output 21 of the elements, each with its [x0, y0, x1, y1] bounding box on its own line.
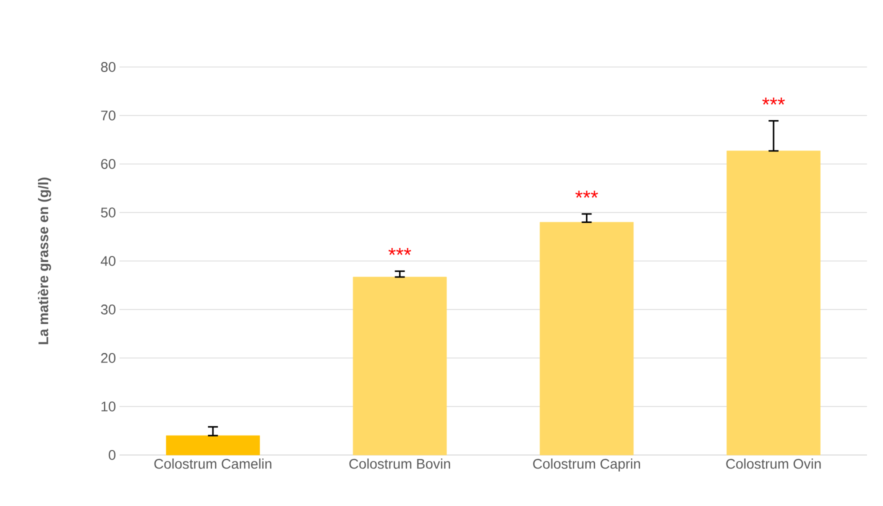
bar — [726, 150, 820, 456]
y-tick-label: 60 — [101, 159, 116, 169]
x-tick-label: Colostrum Ovin — [726, 458, 821, 469]
x-tick-label: Colostrum Bovin — [349, 458, 450, 469]
bar — [166, 435, 260, 456]
y-tick-label: 50 — [101, 208, 116, 218]
y-tick-label: 70 — [101, 110, 116, 120]
bar — [352, 276, 447, 456]
y-axis-title: La matière grasse en (g/l) — [38, 178, 52, 344]
y-tick-label: 40 — [100, 256, 116, 266]
y-tick-label: 20 — [101, 353, 116, 363]
annotation: *** — [762, 98, 785, 105]
annotation: *** — [388, 248, 412, 255]
y-tick-label: 0 — [108, 450, 116, 460]
x-tick-label: Colostrum Camelin — [154, 458, 272, 469]
x-tick-label: Colostrum Caprin — [533, 458, 640, 472]
annotation: *** — [575, 190, 598, 198]
y-tick-label: 10 — [102, 402, 116, 412]
bar — [540, 222, 634, 456]
y-tick-label: 30 — [100, 304, 116, 314]
y-tick-label: 80 — [101, 62, 116, 72]
